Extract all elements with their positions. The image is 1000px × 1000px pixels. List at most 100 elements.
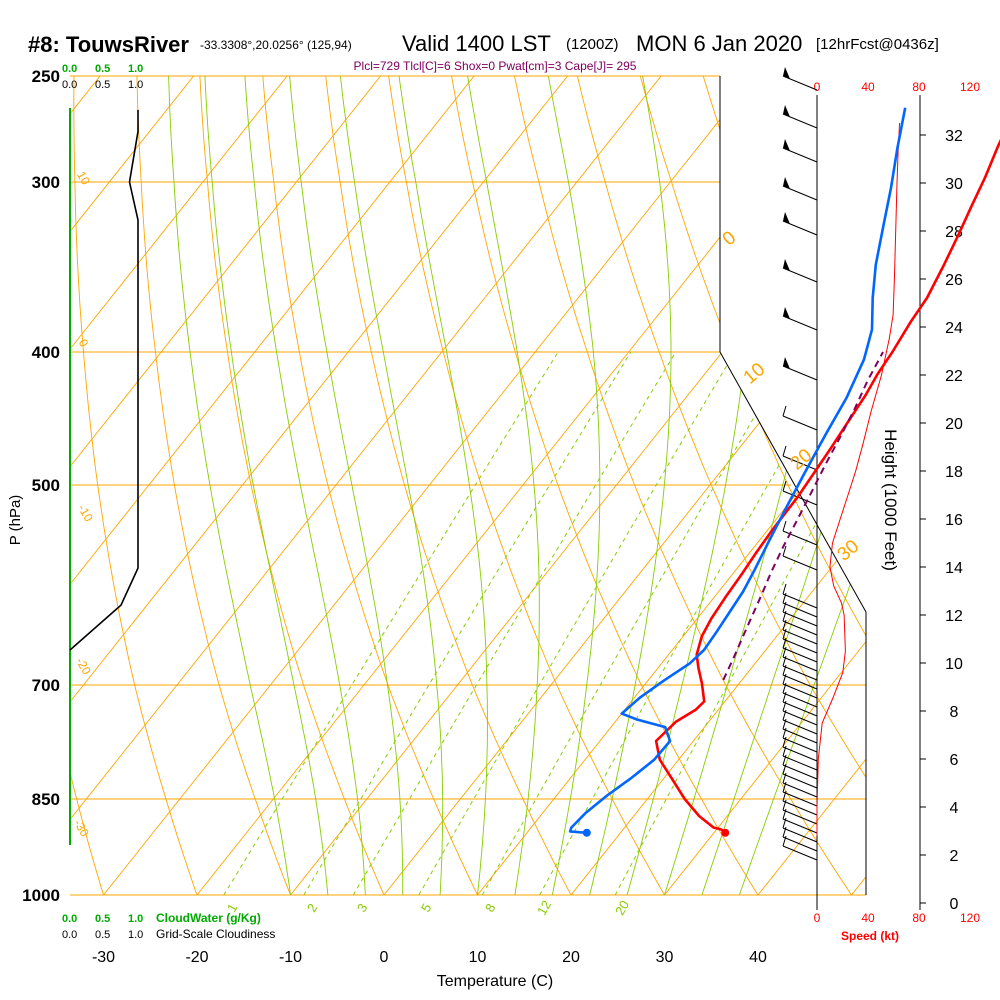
cloud-scale-bottom-2: 1.0 — [128, 913, 143, 925]
y-tick-label: 850 — [32, 790, 60, 809]
wind-barb — [782, 836, 818, 852]
cloudiness-label: Grid-Scale Cloudiness — [156, 927, 275, 941]
cloud-scale-top2-1: 0.5 — [95, 79, 110, 91]
cloud-scale-bottom: 0.0 0.5 1.0 CloudWater (g/Kg) 0.0 0.5 1.… — [62, 911, 275, 941]
x-tick-label: -10 — [279, 949, 302, 966]
y-tick-label: 400 — [32, 343, 60, 362]
dry-adiabat — [70, 76, 113, 895]
height-tick-label: 18 — [945, 464, 963, 481]
forecast-date: MON 6 Jan 2020 — [636, 31, 802, 56]
isotherm-line — [70, 76, 213, 895]
theta-label: -30 — [71, 817, 92, 839]
wind-barb — [782, 746, 818, 762]
isotherm-line — [70, 76, 307, 895]
moist-adiabat — [738, 76, 866, 895]
cloud-scale-bottom2-1: 0.5 — [95, 929, 110, 941]
moist-adiabat — [547, 76, 601, 895]
wind-barb — [782, 800, 818, 816]
mixing-ratio-label: 5 — [418, 901, 435, 915]
height-tick-label: 6 — [950, 752, 959, 769]
moist-adiabat — [244, 76, 366, 895]
dry-adiabat — [73, 76, 208, 895]
moist-adiabat — [168, 76, 291, 895]
wind-barb — [782, 602, 818, 618]
isotherm-label: 20 — [787, 445, 817, 475]
y-tick-label: 1000 — [22, 886, 60, 905]
isotherm-line — [641, 76, 866, 895]
moist-adiabat-lines — [168, 76, 866, 895]
mixing-ratio-line — [303, 351, 632, 895]
wind-barb-feather — [782, 583, 787, 595]
height-tick-label: 20 — [945, 416, 963, 433]
wind-barb-flag — [783, 259, 790, 271]
wind-barb-flag — [783, 212, 790, 224]
wind-barb — [782, 701, 818, 717]
isotherm-line — [547, 76, 866, 895]
isotherm-line — [734, 76, 866, 895]
cloud-scale-top-2: 1.0 — [128, 63, 143, 75]
isotherm-line — [0, 52, 25, 924]
wind-barb-flag — [783, 105, 790, 117]
surface-temperature-dot — [721, 828, 730, 837]
wind-barb-feather — [782, 480, 787, 492]
pressure-axis-ticks: 250 300 400 500 700 850 1000 — [22, 67, 60, 905]
wind-barb — [782, 692, 818, 708]
speed-tick-label: 0 — [814, 911, 821, 925]
speed-tick-label: 0 — [814, 80, 821, 94]
moist-adiabat — [701, 76, 866, 895]
x-tick-label: 10 — [469, 949, 487, 966]
x-tick-label: -30 — [92, 949, 115, 966]
y-axis-title: P (hPa) — [7, 495, 24, 546]
height-tick-label: 10 — [945, 656, 963, 673]
isotherm-label: 10 — [740, 359, 770, 389]
height-tick-label: 4 — [950, 800, 959, 817]
dry-adiabat — [322, 76, 587, 895]
dry-adiabat — [260, 76, 493, 895]
sounding-series — [568, 107, 1000, 837]
dry-adiabat — [571, 76, 866, 895]
mixing-ratio-line — [223, 351, 559, 895]
dry-adiabat — [758, 76, 866, 895]
wind-barb — [782, 710, 818, 726]
cloud-scale-bottom2-2: 1.0 — [128, 929, 143, 941]
wind-barb — [782, 638, 818, 654]
theta-label: -20 — [73, 655, 94, 677]
speed-tick-label: 120 — [960, 80, 980, 94]
cloud-scale-bottom-0: 0.0 — [62, 913, 77, 925]
cloudiness-line — [69, 109, 139, 651]
wind-barb — [782, 818, 818, 834]
moist-adiabat — [289, 76, 404, 895]
height-tick-label: 14 — [945, 560, 963, 577]
stability-indices: Plcl=729 Tlcl[C]=6 Shox=0 Pwat[cm]=3 Cap… — [354, 59, 637, 73]
wind-speed-profile — [816, 122, 901, 836]
isotherm-line — [70, 76, 681, 895]
dry-adiabat — [820, 76, 866, 895]
x-tick-label: 40 — [749, 949, 767, 966]
wind-barb-flag — [783, 357, 790, 369]
dry-adiabat — [0, 52, 18, 924]
cloudiness-profile — [69, 109, 139, 651]
height-axis-title: Height (1000 Feet) — [881, 429, 900, 571]
temperature-line — [654, 138, 1000, 834]
wind-barb — [782, 782, 818, 798]
wind-barb — [782, 683, 818, 699]
wind-barb — [782, 845, 818, 861]
moist-adiabat — [339, 76, 444, 895]
wind-barb — [782, 629, 818, 645]
x-tick-label: -20 — [185, 949, 208, 966]
wind-barbs — [782, 67, 818, 861]
speed-tick-label: 80 — [912, 911, 926, 925]
wind-barb — [782, 455, 818, 471]
zulu-time: (1200Z) — [566, 36, 619, 53]
dry-adiabat — [633, 76, 866, 895]
mixing-ratio-line — [352, 351, 677, 895]
cloudwater-label: CloudWater (g/Kg) — [156, 911, 261, 925]
isotherm-line — [70, 76, 400, 895]
mixing-ratio-label: 2 — [304, 901, 321, 915]
x-tick-label: 30 — [656, 949, 674, 966]
x-tick-label: 20 — [562, 949, 580, 966]
height-tick-label: 30 — [945, 176, 963, 193]
wind-barb — [782, 490, 818, 506]
height-tick-label: 32 — [945, 128, 963, 145]
